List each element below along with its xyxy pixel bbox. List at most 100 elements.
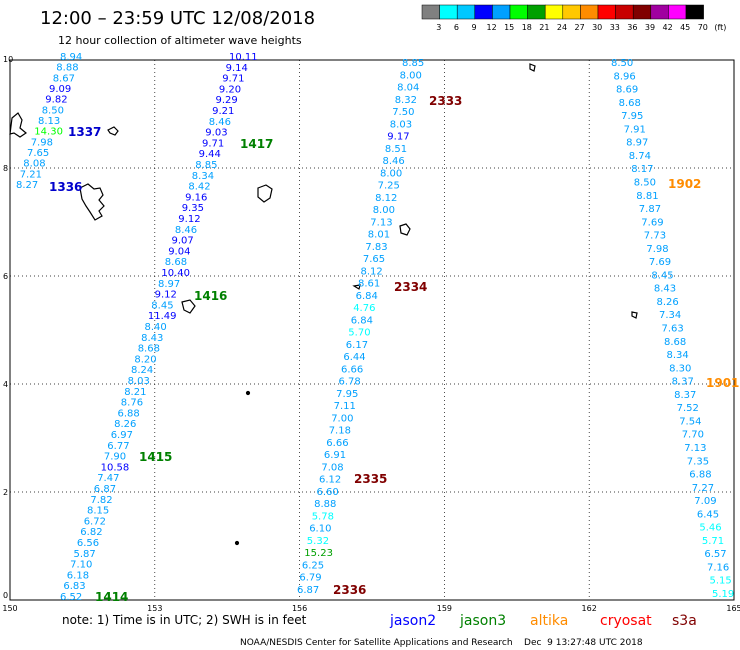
wave-height-value: 6.88 [118, 408, 140, 419]
wave-height-value: 8.00 [380, 168, 402, 179]
wave-height-value: 8.37 [674, 390, 696, 401]
pass-number: 1415 [139, 450, 172, 464]
wave-height-value: 8.74 [629, 151, 651, 162]
wave-height-value: 15.23 [304, 548, 333, 559]
map-title: 12:00 – 23:59 UTC 12/08/2018 [40, 8, 315, 29]
colorbar-label: 42 [663, 23, 673, 32]
wave-height-value: 7.21 [20, 169, 42, 180]
wave-height-value: 8.15 [87, 506, 109, 517]
pass-number: 2335 [354, 472, 387, 486]
wave-height-value: 6.52 [60, 592, 82, 603]
wave-height-value: 7.08 [321, 462, 343, 473]
colorbar-label: (ft) [714, 23, 726, 32]
wave-height-value: 6.84 [356, 291, 378, 302]
wave-height-value: 8.45 [151, 300, 173, 311]
wave-height-value: 7.65 [27, 148, 49, 159]
colorbar-swatch [685, 4, 704, 20]
x-tick-label: 162 [582, 604, 597, 613]
land-outlines [9, 63, 638, 546]
wave-height-value: 8.24 [131, 365, 153, 376]
wave-height-value: 9.03 [205, 128, 227, 139]
wave-height-value: 6.17 [346, 340, 368, 351]
wave-height-value: 5.87 [74, 549, 96, 560]
wave-height-value: 7.70 [682, 430, 704, 441]
wave-height-value: 8.50 [634, 178, 656, 189]
colorbar-swatch [492, 4, 511, 20]
wave-height-value: 7.91 [624, 124, 646, 135]
wave-height-value: 9.16 [185, 192, 207, 203]
wave-height-value: 8.97 [626, 138, 648, 149]
colorbar-label: 33 [610, 23, 620, 32]
map-subtitle: 12 hour collection of altimeter wave hei… [58, 34, 302, 47]
pass-number: 1416 [194, 289, 227, 303]
wave-height-value: 6.66 [341, 364, 363, 375]
wave-height-value: 6.88 [689, 470, 711, 481]
wave-height-value: 7.16 [707, 563, 729, 574]
wave-height-value: 8.69 [616, 85, 638, 96]
wave-height-value: 8.43 [654, 284, 676, 295]
wave-height-value: 8.12 [375, 193, 397, 204]
wave-height-value: 8.03 [390, 119, 412, 130]
wave-height-value: 8.68 [138, 344, 160, 355]
wave-height-value: 8.30 [669, 363, 691, 374]
wave-height-value: 9.71 [222, 74, 244, 85]
island-outline [399, 223, 411, 236]
satellite-legend-item: jason3 [459, 613, 506, 629]
pass-numbers: 1337 1336 1417 1416 1415 1414 2333 2334 2335 2336… [49, 94, 739, 604]
colorbar-label: 6 [454, 23, 459, 32]
wave-height-value: 8.81 [636, 191, 658, 202]
y-axis-ticks: 0 2 4 6 8 10 [3, 55, 13, 600]
colorbar-swatch [421, 4, 440, 20]
wave-height-value: 8.50 [611, 58, 633, 69]
wave-height-value: 9.21 [212, 106, 234, 117]
wave-height-value: 6.60 [317, 487, 339, 498]
wave-height-value: 8.94 [60, 52, 82, 63]
wave-height-value: 7.65 [363, 254, 385, 265]
x-tick-label: 165 [726, 604, 740, 613]
wave-height-value: 8.08 [23, 159, 45, 170]
colorbar-label: 39 [645, 23, 655, 32]
colorbar-swatch [615, 4, 634, 20]
wave-height-value: 8.46 [209, 117, 231, 128]
colorbar-label: 12 [487, 23, 497, 32]
wave-height-value: 7.95 [336, 389, 358, 400]
wave-height-value: 7.82 [90, 495, 112, 506]
wave-height-value: 5.32 [307, 536, 329, 547]
wave-height-value: 7.13 [370, 217, 392, 228]
wave-height-value: 8.26 [657, 297, 679, 308]
wave-height-value: 8.17 [631, 164, 653, 175]
island-outline [9, 112, 28, 138]
wave-height-value: 7.18 [329, 426, 351, 437]
wave-height-value: 6.87 [94, 484, 116, 495]
colorbar-swatch [562, 4, 581, 20]
wave-height-value: 9.82 [45, 95, 67, 106]
colorbar-label: 36 [627, 23, 637, 32]
colorbar-label: 21 [539, 23, 549, 32]
wave-height-value: 8.88 [314, 499, 336, 510]
x-tick-label: 159 [437, 604, 452, 613]
islet-dot [245, 390, 251, 396]
wave-height-value: 7.63 [662, 324, 684, 335]
y-tick-label: 0 [3, 591, 8, 600]
wave-height-value: 6.18 [67, 570, 89, 581]
wave-height-value: 6.72 [84, 516, 106, 527]
island-outline [631, 311, 638, 319]
wave-height-value: 7.69 [641, 217, 663, 228]
colorbar-swatch [580, 4, 599, 20]
wave-height-value: 7.09 [694, 496, 716, 507]
colorbar-label: 24 [557, 23, 567, 32]
colorbar-label: 70 [698, 23, 708, 32]
wave-height-value: 9.14 [226, 63, 248, 74]
wave-height-value: 6.97 [111, 430, 133, 441]
wave-height-value: 8.68 [165, 257, 187, 268]
x-tick-label: 153 [147, 604, 162, 613]
wave-height-value: 8.46 [175, 225, 197, 236]
wave-height-value: 9.12 [155, 290, 177, 301]
wave-height-value: 6.87 [297, 585, 319, 596]
colorbar-swatch [439, 4, 458, 20]
wave-height-value: 7.73 [644, 231, 666, 242]
pass-number: 1336 [49, 180, 82, 194]
wave-height-value: 8.68 [619, 98, 641, 109]
altimeter-tracks: 8.948.888.679.099.828.508.1314.307.987.6… [16, 52, 734, 603]
